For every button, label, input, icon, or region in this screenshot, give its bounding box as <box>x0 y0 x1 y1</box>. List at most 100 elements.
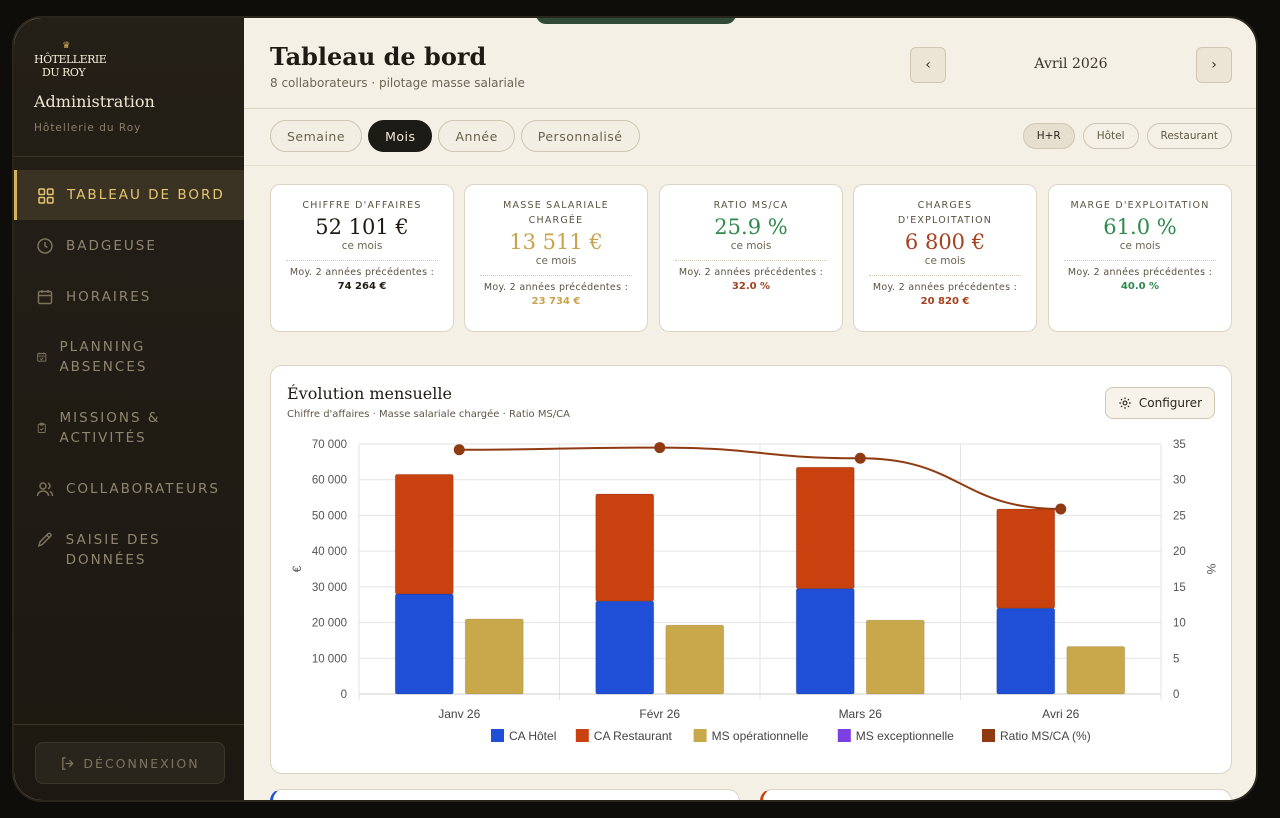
current-month-label: Avril 2026 <box>1034 56 1108 72</box>
kpi-value: 52 101 € <box>315 215 409 239</box>
kpi-card-charges: Charges d'exploitation 6 800 € ce mois M… <box>853 184 1037 332</box>
scope-tabs: H+R Hôtel Restaurant <box>1022 123 1232 149</box>
kpi-period: ce mois <box>341 240 383 252</box>
legend-label: MS exceptionnelle <box>856 729 954 743</box>
legend-swatch <box>982 729 995 742</box>
kpi-card-chiffre-affaires: Chiffre d'affaires 52 101 € ce mois Moy.… <box>270 184 454 332</box>
x-tick-label: Avri 26 <box>1042 707 1079 721</box>
x-tick-label: Févr 26 <box>639 707 680 721</box>
y-tick-label: 0 <box>341 689 347 701</box>
tab-semaine[interactable]: Semaine <box>270 120 363 152</box>
ratio-point <box>1055 503 1067 515</box>
period-tabs: Semaine Mois Année Personnalisé <box>270 120 640 152</box>
next-month-button[interactable]: › <box>1196 47 1232 83</box>
kpi-period: ce mois <box>924 255 966 267</box>
bottom-card-right <box>760 789 1232 800</box>
sidebar-title: Administration <box>34 92 155 111</box>
monthly-chart-card: Évolution mensuelle Chiffre d'affaires ·… <box>270 365 1232 774</box>
kpi-value: 13 511 € <box>509 230 603 254</box>
sidebar: ♛ HÔTELLERIE DU ROY Administration Hôtel… <box>14 18 244 800</box>
bar-ca-h-tel <box>795 588 855 695</box>
legend-label: Ratio MS/CA (%) <box>1000 729 1091 743</box>
sidebar-item-horaires[interactable]: Horaires <box>14 287 244 307</box>
ratio-point <box>453 444 465 456</box>
kpi-period: ce mois <box>1119 240 1161 252</box>
kpi-label: Ratio MS/CA <box>713 200 789 211</box>
y-tick-label: 40 000 <box>312 546 347 558</box>
legend-swatch <box>575 729 589 742</box>
sidebar-item-label: Saisie des données <box>65 532 161 568</box>
logout-button[interactable]: Déconnexion <box>35 742 225 784</box>
y-tick-label: 60 000 <box>312 475 347 487</box>
monthly-chart: 0 10 000 20 000 30 000 40 000 50 000 60 000 70 … <box>290 439 1218 743</box>
kpi-average-label: Moy. 2 années précédentes : <box>289 267 435 278</box>
chart-subtitle: Chiffre d'affaires · Masse salariale cha… <box>287 409 571 420</box>
bar-ms-op-rationnelle <box>665 624 725 695</box>
kpi-average-label: Moy. 2 années précédentes : <box>483 282 629 293</box>
kpi-card-masse-salariale: Masse salariale chargée 13 511 € ce mois… <box>464 184 648 332</box>
kpi-average-value: 20 820 € <box>920 296 970 307</box>
bar-ca-restaurant <box>996 508 1056 609</box>
kpi-average-value: 74 264 € <box>337 281 387 292</box>
y2-tick-label: 30 <box>1173 475 1186 487</box>
bar-ca-h-tel <box>996 607 1056 695</box>
sidebar-subtitle: Hôtellerie du Roy <box>34 122 142 134</box>
page-title: Tableau de bord <box>270 42 487 71</box>
month-navigator: ‹ Avril 2026 › <box>910 47 1232 85</box>
x-tick-label: Mars 26 <box>839 707 883 721</box>
y2-tick-label: 20 <box>1173 546 1186 558</box>
bar-ca-h-tel <box>394 593 454 695</box>
legend-swatch <box>837 729 851 742</box>
ratio-line <box>459 446 1061 510</box>
chevron-right-icon: › <box>1211 57 1217 73</box>
grid-icon <box>38 187 54 204</box>
ratio-point <box>854 452 866 464</box>
sidebar-item-planning-absences[interactable]: Planning absences <box>14 337 174 377</box>
scope-tab-hotel[interactable]: Hôtel <box>1082 123 1139 149</box>
kpi-label: Masse salariale chargée <box>503 200 609 226</box>
legend-label: CA Hôtel <box>509 729 556 743</box>
bottom-card-left <box>270 789 740 800</box>
y2-axis-label: % <box>1204 564 1218 575</box>
tab-annee[interactable]: Année <box>438 120 515 152</box>
brand-logo: ♛ HÔTELLERIE DU ROY <box>34 41 107 79</box>
calendar-check-icon <box>37 352 47 362</box>
sidebar-item-label: Horaires <box>66 289 152 305</box>
y2-tick-label: 0 <box>1173 689 1179 701</box>
scope-tab-hr[interactable]: H+R <box>1022 123 1075 149</box>
sidebar-item-collaborateurs[interactable]: Collaborateurs <box>14 479 244 499</box>
tab-personnalise[interactable]: Personnalisé <box>520 120 640 152</box>
sidebar-item-missions[interactable]: Missions & activités <box>14 408 184 448</box>
y-tick-label: 50 000 <box>312 510 347 522</box>
kpi-period: ce mois <box>730 240 772 252</box>
kpi-card-ratio: Ratio MS/CA 25.9 % ce mois Moy. 2 années… <box>659 184 843 332</box>
scope-tab-restaurant[interactable]: Restaurant <box>1146 123 1232 149</box>
kpi-average-value: 23 734 € <box>531 296 581 307</box>
kpi-average-value: 40.0 % <box>1120 281 1160 292</box>
sidebar-item-label: Missions & activités <box>59 410 161 446</box>
kpi-value: 25.9 % <box>714 215 788 239</box>
tab-mois[interactable]: Mois <box>368 120 433 152</box>
bar-ms-op-rationnelle <box>1066 646 1126 695</box>
sidebar-item-label: Tableau de bord <box>67 187 225 203</box>
sidebar-item-badgeuse[interactable]: Badgeuse <box>14 236 244 256</box>
previous-month-button[interactable]: ‹ <box>910 47 946 83</box>
legend-label: MS opérationnelle <box>712 729 809 743</box>
sidebar-item-tableau-de-bord[interactable]: Tableau de bord <box>14 170 244 220</box>
configure-button[interactable]: Configurer <box>1104 387 1215 419</box>
kpi-average-label: Moy. 2 années précédentes : <box>1067 267 1213 278</box>
main-content: Tableau de bord 8 collaborateurs · pilot… <box>244 18 1256 800</box>
kpi-value: 61.0 % <box>1103 215 1177 239</box>
users-icon <box>36 482 54 497</box>
sidebar-item-label: Planning absences <box>59 339 148 375</box>
logout-label: Déconnexion <box>83 755 200 771</box>
legend-swatch <box>693 729 707 742</box>
kpi-label: Charges d'exploitation <box>897 200 993 226</box>
y-tick-label: 70 000 <box>312 439 347 451</box>
ratio-point <box>654 442 666 454</box>
sidebar-item-saisie[interactable]: Saisie des données <box>14 530 244 570</box>
kpi-row: Chiffre d'affaires 52 101 € ce mois Moy.… <box>270 184 1232 332</box>
clipboard-icon <box>37 422 46 433</box>
divider <box>244 165 1256 166</box>
kpi-label: Chiffre d'affaires <box>302 200 422 211</box>
